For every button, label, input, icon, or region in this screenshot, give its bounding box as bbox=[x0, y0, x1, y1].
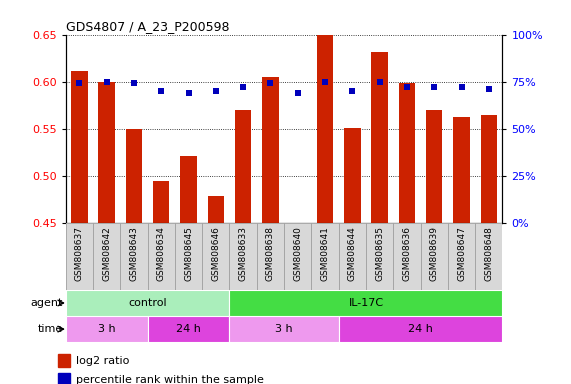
Text: GSM808640: GSM808640 bbox=[293, 226, 302, 281]
Text: GSM808636: GSM808636 bbox=[403, 226, 412, 281]
Text: IL-17C: IL-17C bbox=[348, 298, 384, 308]
Bar bbox=[58, 373, 70, 384]
Text: 3 h: 3 h bbox=[98, 324, 115, 334]
Point bbox=[484, 86, 493, 92]
Bar bbox=[202, 223, 230, 290]
Bar bbox=[58, 354, 70, 367]
Text: percentile rank within the sample: percentile rank within the sample bbox=[77, 375, 264, 384]
Text: 24 h: 24 h bbox=[408, 324, 433, 334]
Bar bbox=[66, 223, 93, 290]
Bar bbox=[66, 223, 502, 290]
Text: GSM808647: GSM808647 bbox=[457, 226, 466, 281]
Bar bbox=[344, 128, 360, 223]
Bar bbox=[257, 223, 284, 290]
Text: GSM808643: GSM808643 bbox=[130, 226, 138, 281]
Bar bbox=[180, 156, 196, 223]
Bar bbox=[153, 181, 170, 223]
Text: log2 ratio: log2 ratio bbox=[77, 356, 130, 366]
Text: GSM808634: GSM808634 bbox=[156, 226, 166, 281]
Bar bbox=[175, 223, 202, 290]
Bar bbox=[120, 223, 147, 290]
Bar bbox=[339, 223, 366, 290]
Text: GSM808648: GSM808648 bbox=[484, 226, 493, 281]
Text: GSM808641: GSM808641 bbox=[320, 226, 329, 281]
Bar bbox=[126, 129, 142, 223]
Bar bbox=[230, 223, 257, 290]
Bar bbox=[399, 83, 415, 223]
Point bbox=[156, 88, 166, 94]
Text: GDS4807 / A_23_P200598: GDS4807 / A_23_P200598 bbox=[66, 20, 229, 33]
Text: GSM808644: GSM808644 bbox=[348, 226, 357, 281]
Bar bbox=[339, 316, 502, 342]
Point bbox=[457, 84, 466, 90]
Bar bbox=[208, 196, 224, 223]
Bar bbox=[147, 223, 175, 290]
Bar bbox=[235, 110, 251, 223]
Point bbox=[130, 80, 139, 86]
Point bbox=[320, 79, 329, 85]
Point bbox=[75, 80, 84, 86]
Bar bbox=[426, 110, 443, 223]
Point bbox=[211, 88, 220, 94]
Bar bbox=[481, 114, 497, 223]
Bar bbox=[393, 223, 421, 290]
Point bbox=[239, 84, 248, 90]
Bar bbox=[311, 223, 339, 290]
Bar bbox=[448, 223, 475, 290]
Bar bbox=[230, 316, 339, 342]
Text: time: time bbox=[38, 324, 63, 334]
Point bbox=[375, 79, 384, 85]
Text: GSM808635: GSM808635 bbox=[375, 226, 384, 281]
Bar bbox=[475, 223, 502, 290]
Bar bbox=[230, 290, 502, 316]
Bar bbox=[262, 77, 279, 223]
Point bbox=[266, 80, 275, 86]
Text: agent: agent bbox=[30, 298, 63, 308]
Bar bbox=[98, 82, 115, 223]
Text: GSM808645: GSM808645 bbox=[184, 226, 193, 281]
Point bbox=[102, 79, 111, 85]
Point bbox=[403, 84, 412, 90]
Bar bbox=[71, 71, 87, 223]
Point bbox=[293, 90, 302, 96]
Bar bbox=[289, 223, 306, 227]
Point bbox=[429, 84, 439, 90]
Bar bbox=[366, 223, 393, 290]
Bar bbox=[66, 316, 147, 342]
Text: GSM808642: GSM808642 bbox=[102, 226, 111, 281]
Bar bbox=[453, 118, 470, 223]
Text: GSM808646: GSM808646 bbox=[211, 226, 220, 281]
Text: GSM808633: GSM808633 bbox=[239, 226, 248, 281]
Text: control: control bbox=[128, 298, 167, 308]
Text: 24 h: 24 h bbox=[176, 324, 201, 334]
Point bbox=[184, 90, 193, 96]
Text: GSM808637: GSM808637 bbox=[75, 226, 84, 281]
Bar bbox=[284, 223, 311, 290]
Bar bbox=[317, 35, 333, 223]
Bar bbox=[147, 316, 230, 342]
Text: GSM808639: GSM808639 bbox=[430, 226, 439, 281]
Point bbox=[348, 88, 357, 94]
Bar bbox=[93, 223, 120, 290]
Bar bbox=[421, 223, 448, 290]
Bar bbox=[66, 290, 230, 316]
Bar bbox=[371, 53, 388, 223]
Text: GSM808638: GSM808638 bbox=[266, 226, 275, 281]
Text: 3 h: 3 h bbox=[275, 324, 293, 334]
